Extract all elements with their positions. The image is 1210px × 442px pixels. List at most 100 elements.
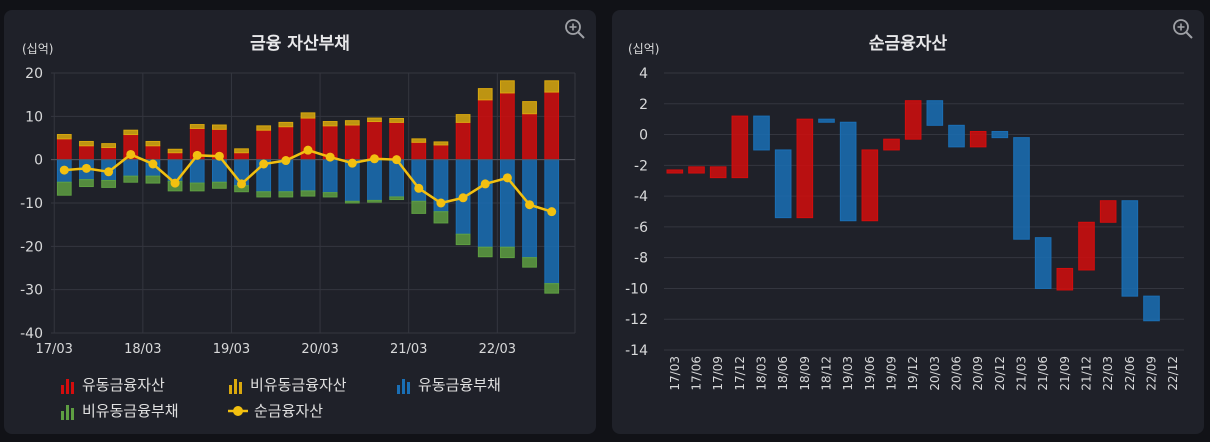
net-asset-point <box>547 207 557 217</box>
bar-segment <box>433 141 449 146</box>
bar-segment <box>145 145 161 161</box>
bar-segment <box>123 175 139 183</box>
bar-segment <box>234 152 249 161</box>
bar-segment <box>411 141 427 161</box>
x-tick-label: 19/06 <box>863 356 877 391</box>
waterfall-bar <box>991 130 1009 139</box>
bar-segment <box>500 92 515 161</box>
waterfall-bar <box>666 169 684 174</box>
bar-segment <box>367 117 382 123</box>
net-asset-point <box>436 198 446 208</box>
left-chart-unit: (십억) <box>22 42 54 56</box>
net-asset-point <box>325 152 335 162</box>
bar-segment <box>212 181 227 189</box>
x-tick-label: 22/06 <box>1123 356 1137 391</box>
net-asset-point <box>104 167 114 177</box>
bar-segment <box>79 179 94 188</box>
bar-segment <box>522 113 537 161</box>
bar-segment <box>278 121 294 128</box>
bar-segment <box>500 246 515 259</box>
waterfall-bar <box>1056 267 1074 291</box>
right-chart-title: 순금융자산 <box>868 34 948 54</box>
bar-segment <box>189 124 205 129</box>
net-asset-point <box>392 155 402 165</box>
x-tick-label: 17/03 <box>668 356 682 391</box>
waterfall-bar <box>1099 200 1117 223</box>
y-tick-label: 10 <box>25 109 43 125</box>
y-tick-label: -8 <box>634 251 648 267</box>
bar-segment <box>278 191 294 198</box>
waterfall-bar <box>1078 221 1095 271</box>
bar-segment <box>344 124 360 161</box>
net-asset-point <box>59 165 69 175</box>
bar-segment <box>389 121 404 161</box>
x-tick-label: 20/03 <box>928 356 942 391</box>
bar-segment <box>322 159 338 194</box>
bar-segment <box>544 91 560 161</box>
waterfall-bar <box>774 149 792 219</box>
y-tick-label: 4 <box>639 66 648 82</box>
waterfall-bar <box>969 130 987 148</box>
bar-segment <box>101 179 116 188</box>
line-marker-icon <box>228 405 248 416</box>
legend-item-noncurrent-financial-assets[interactable]: 비유동금융자산 <box>228 374 347 395</box>
net-asset-point <box>170 178 180 188</box>
y-tick-label: -10 <box>625 281 648 297</box>
legend-item-noncurrent-financial-liabilities[interactable]: 비유동금융부채 <box>60 400 179 421</box>
legend-item-current-financial-assets[interactable]: 유동금융자산 <box>60 374 165 395</box>
bar-segment <box>389 118 404 123</box>
net-asset-point <box>525 200 535 210</box>
bar-segment <box>79 140 94 147</box>
bar-segment <box>256 129 272 161</box>
waterfall-bar <box>688 166 705 174</box>
legend-label: 비유동금융자산 <box>250 376 347 394</box>
bar-segment <box>145 175 161 184</box>
bar-segment <box>300 159 316 192</box>
x-tick-label: 18/03 <box>124 342 161 357</box>
y-tick-label: -30 <box>20 283 43 299</box>
net-asset-point <box>259 159 269 169</box>
waterfall-bar <box>883 138 900 151</box>
x-tick-label: 20/09 <box>971 356 985 391</box>
net-asset-point <box>414 183 424 193</box>
x-tick-label: 21/06 <box>1036 356 1050 391</box>
net-asset-point <box>281 156 291 166</box>
bar-segment <box>477 246 493 258</box>
x-tick-label: 18/09 <box>798 356 812 391</box>
x-tick-label: 22/03 <box>1101 356 1115 391</box>
net-asset-point <box>214 151 224 161</box>
bar-chart-icon <box>61 378 74 394</box>
left-chart-title: 금융 자산부채 <box>250 34 350 54</box>
x-tick-label: 21/03 <box>390 342 427 357</box>
x-tick-label: 17/09 <box>711 356 725 391</box>
bar-segment <box>300 112 316 119</box>
net-asset-point <box>480 179 490 189</box>
bar-segment <box>344 200 360 204</box>
bar-segment <box>322 121 338 127</box>
y-tick-label: -6 <box>634 220 648 236</box>
y-tick-label: -40 <box>20 326 43 342</box>
y-tick-label: -14 <box>625 343 648 359</box>
net-asset-point <box>126 149 136 159</box>
net-asset-point <box>303 145 313 155</box>
y-tick-label: 20 <box>25 66 43 82</box>
bar-segment <box>322 192 338 198</box>
zoom-in-icon[interactable] <box>1172 18 1194 40</box>
y-tick-label: -12 <box>625 312 648 328</box>
right-chart-panel: 순금융자산 (십억) 4 2 0 -2 -4 -6 -8 -10 -12 -14 17/03 17/0… <box>612 10 1204 434</box>
legend-item-current-financial-liabilities[interactable]: 유동금융부채 <box>396 374 501 395</box>
bar-segment <box>433 211 449 224</box>
x-tick-label: 19/09 <box>885 356 899 391</box>
bar-segment <box>123 159 139 177</box>
bar-segment <box>189 182 205 192</box>
bar-segment <box>544 80 560 93</box>
y-tick-label: -4 <box>634 189 648 205</box>
zoom-in-icon[interactable] <box>564 18 586 40</box>
bar-segment <box>477 99 493 161</box>
legend-label: 비유동금융부채 <box>82 402 179 420</box>
legend-item-net-financial-assets[interactable]: 순금융자산 <box>228 400 323 421</box>
x-tick-label: 17/12 <box>733 356 747 391</box>
net-asset-point <box>369 154 379 164</box>
bar-segment <box>167 152 183 161</box>
